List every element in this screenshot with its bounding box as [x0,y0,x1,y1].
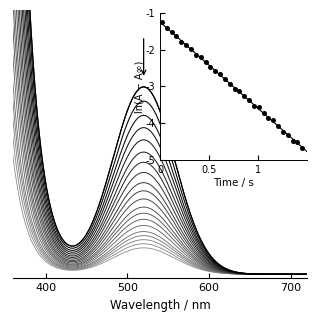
Point [232,86,237,92]
Point [251,104,256,109]
Point [280,129,285,134]
Point [227,81,232,86]
Point [290,139,295,144]
Point [169,30,174,35]
Point [242,93,247,99]
Point [188,47,194,52]
Point [276,124,281,129]
X-axis label: Wavelength / nm: Wavelength / nm [110,299,210,312]
Point [285,132,290,138]
Point [193,52,198,58]
Point [208,64,213,69]
Point [237,89,242,94]
Y-axis label: ln(A − A∞): ln(A − A∞) [134,60,144,113]
Point [271,117,276,123]
Point [218,72,223,77]
Point [174,34,179,39]
Point [295,140,300,145]
Point [184,43,189,48]
Point [203,59,208,64]
Point [212,68,218,73]
Point [159,20,164,25]
Point [164,26,169,31]
X-axis label: Time / s: Time / s [213,178,254,188]
Point [261,111,266,116]
Point [246,98,252,103]
Point [256,105,261,110]
Point [222,77,228,82]
Point [300,145,305,150]
Point [198,54,203,60]
Point [266,115,271,120]
Point [179,39,184,44]
